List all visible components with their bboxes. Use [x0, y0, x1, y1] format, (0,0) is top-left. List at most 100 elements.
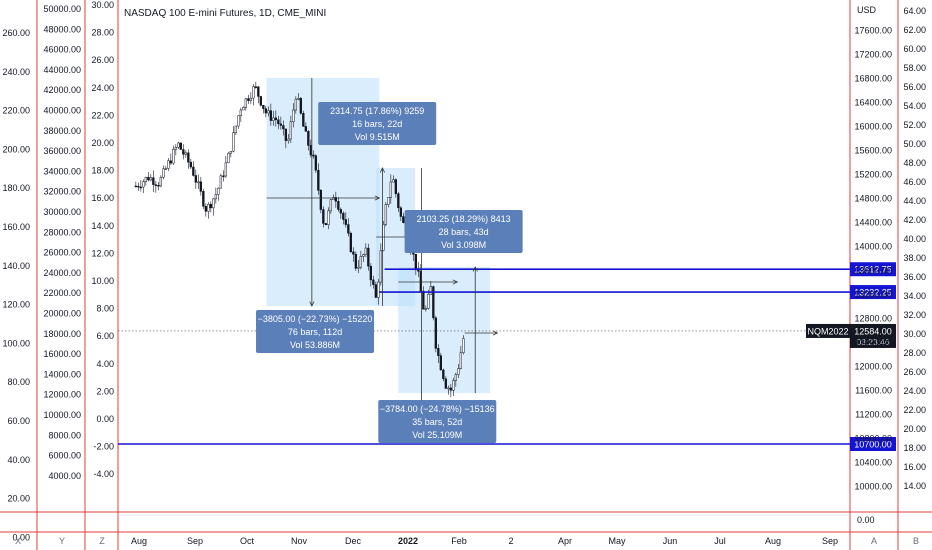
- left-axis-2-tick: 14000.00: [43, 369, 81, 379]
- candle-body: [457, 368, 460, 375]
- arrow-head: [452, 279, 459, 285]
- candle-body: [297, 98, 300, 100]
- left-axis-1-tick: 20.00: [7, 494, 30, 504]
- right-axis-2-tick: 50.00: [903, 139, 926, 149]
- candle-body: [162, 168, 165, 178]
- candle-body: [279, 123, 282, 126]
- candle-body: [262, 104, 265, 109]
- price-axis-tick: 14800.00: [854, 194, 892, 204]
- candle-body: [172, 149, 175, 164]
- right-axis-2-tick: 20.00: [903, 424, 926, 434]
- measurement-volume: Vol 53.886M: [290, 340, 340, 350]
- candle-body: [362, 254, 365, 257]
- left-axis-3-tick: 4.00: [96, 359, 114, 369]
- left-axis-3-tick: 28.00: [91, 28, 114, 38]
- measurement-label-box: [404, 210, 523, 253]
- right-axis-2-tick: 62.00: [903, 25, 926, 35]
- price-axis-tick: 10800.00: [854, 434, 892, 444]
- left-axis-2-tick: 8000.00: [48, 430, 81, 440]
- candle-body: [239, 109, 242, 117]
- candle-body: [372, 279, 375, 285]
- left-axis-2-tick: 48000.00: [43, 24, 81, 34]
- left-axis-3-tick: 6.00: [96, 331, 114, 341]
- left-axis-3-tick: 24.00: [91, 83, 114, 93]
- candle-body: [337, 201, 340, 210]
- countdown-value: 03:23:46: [856, 337, 889, 347]
- scale-tag: B: [913, 536, 919, 546]
- left-axis-3-tick: 30.00: [91, 0, 114, 10]
- x-axis-tick: Jul: [714, 536, 726, 546]
- price-axis-tick: 13200.00: [854, 290, 892, 300]
- right-axis-2-tick: 14.00: [903, 481, 926, 491]
- x-axis-tick: Apr: [558, 536, 572, 546]
- candle-body: [392, 179, 395, 183]
- price-axis-tick: 15200.00: [854, 170, 892, 180]
- candle-body: [367, 247, 370, 267]
- candle-body: [137, 185, 140, 188]
- candle-body: [247, 98, 250, 101]
- candle-body: [194, 175, 197, 183]
- level-lines[interactable]: 13612.75 13232.25 10700.00 NQM2022 12584.000…: [118, 262, 896, 451]
- measurement-labels[interactable]: −3805.00 (−22.73%) −15220 76 bars, 112d Vo…: [256, 102, 523, 443]
- measurement-change: −3805.00 (−22.73%) −15220: [258, 314, 373, 324]
- candle-body: [414, 253, 417, 269]
- x-axis-tick: May: [608, 536, 626, 546]
- candle-body: [422, 290, 425, 310]
- arrow-head: [472, 266, 478, 272]
- candle-body: [134, 185, 137, 188]
- candle-body: [449, 387, 452, 391]
- candle-body: [292, 109, 295, 123]
- candle-body: [232, 132, 235, 152]
- price-axis-tick: 12000.00: [854, 362, 892, 372]
- right-axis-2-tick: 40.00: [903, 234, 926, 244]
- left-axis-2-tick: 34000.00: [43, 166, 81, 176]
- left-axis-3-tick: 12.00: [91, 248, 114, 258]
- level-tag-label: 13612.75: [854, 265, 892, 275]
- candle-body: [244, 98, 247, 108]
- candle-body: [159, 177, 162, 187]
- measurement-arrows: [266, 78, 499, 409]
- price-axis-tick: 10000.00: [854, 482, 892, 492]
- x-axis-tick: Aug: [765, 536, 781, 546]
- left-axis-2-tick: 30000.00: [43, 207, 81, 217]
- symbol-tag-label: NQM2022: [807, 326, 848, 336]
- left-axis-2-tick: 50000.00: [43, 4, 81, 14]
- price-axis-tick: 11200.00: [855, 410, 892, 420]
- level-tag: [850, 437, 896, 451]
- candle-body: [264, 108, 267, 114]
- candle-body: [139, 186, 142, 189]
- left-axis-1-tick: 200.00: [2, 144, 30, 154]
- right-axis-2-tick: 24.00: [903, 386, 926, 396]
- price-axis-tick: 14400.00: [854, 218, 892, 228]
- candle-body: [182, 149, 185, 155]
- last-price-tag: [850, 323, 896, 348]
- x-axis-tick: Jun: [663, 536, 678, 546]
- x-axis-tick: Aug: [131, 536, 147, 546]
- candle-body: [377, 281, 380, 298]
- measurement-label-box: [318, 102, 437, 145]
- candle-body: [334, 197, 337, 202]
- left-axis-3-tick: 10.00: [91, 276, 114, 286]
- candle-body: [147, 176, 150, 181]
- x-axis-tick: 2022: [398, 536, 418, 546]
- candle-body: [327, 210, 330, 226]
- candle-body: [204, 206, 207, 212]
- right-axis-2-tick: 44.00: [903, 196, 926, 206]
- left-axis-2-tick: 10000.00: [43, 410, 81, 420]
- candle-body: [227, 152, 230, 164]
- candle-body: [442, 369, 445, 380]
- candle-body: [402, 216, 405, 223]
- left-axis-2-tick: 24000.00: [43, 268, 81, 278]
- candle-body: [164, 168, 167, 170]
- candle-body: [322, 209, 325, 224]
- candle-body: [454, 374, 457, 381]
- candle-body: [142, 181, 145, 188]
- arrow-head: [492, 330, 499, 336]
- price-axis-tick: 13600.00: [854, 266, 892, 276]
- candle-body: [387, 197, 390, 205]
- left-axis-2-tick: 32000.00: [43, 187, 81, 197]
- measurement-change: 2103.25 (18.29%) 8413: [417, 214, 511, 224]
